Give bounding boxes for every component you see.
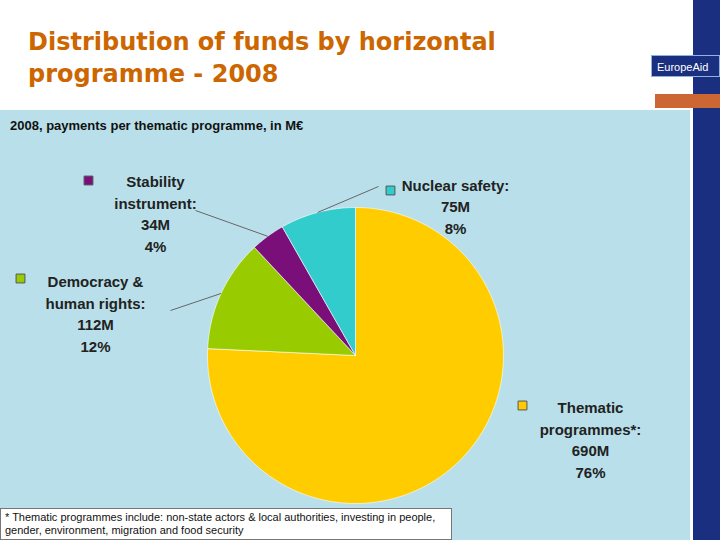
html-text:Distribution of funds by horiz: Distribution of funds by horizontal prog… [28,28,496,88]
svg-text:Democracy &human rights:112M12: Democracy &human rights:112M12% [46,273,146,355]
html-text:2008, payments per thematic pr: 2008, payments per thematic programme, i… [10,118,304,133]
html-text:* Thematic programmes include:: * Thematic programmes include: non-state… [5,511,436,536]
svg-text:Stabilityinstrument:34M4%: Stabilityinstrument:34M4% [114,173,197,255]
html-text:EuropeAid: EuropeAid [657,61,709,73]
svg-text:Nuclear safety:75M8%: Nuclear safety:75M8% [402,177,510,238]
svg-text:Thematicprogrammes*:690M76%: Thematicprogrammes*:690M76% [540,399,642,481]
